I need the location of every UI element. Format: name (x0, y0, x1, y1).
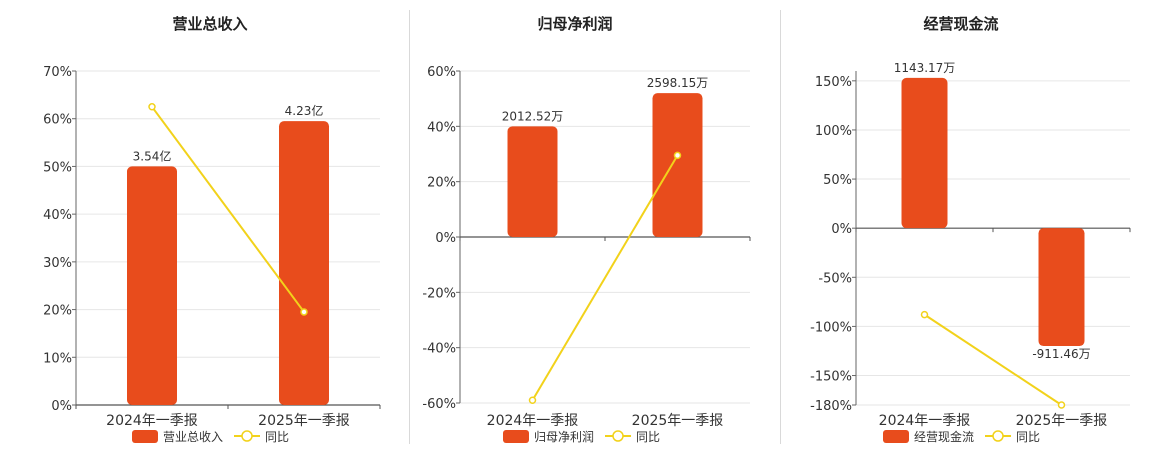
bar-value-label: 2598.15万 (647, 76, 709, 90)
y-tick-label: -100% (810, 320, 852, 335)
chart-net-profit: 归母净利润 -60% -40% -20% 0% 20% 40% 60% 2012.52万 2598… (422, 15, 751, 444)
legend-bar-swatch (503, 430, 529, 443)
divider (780, 10, 781, 444)
y-tick-label: 40% (427, 120, 456, 135)
legend-bar-swatch (883, 430, 909, 443)
x-category-label: 2024年一季报 (879, 413, 971, 429)
y-tick-label: 100% (815, 124, 852, 139)
y-tick-label: -50% (818, 271, 852, 286)
x-category-label: 2025年一季报 (1016, 413, 1108, 429)
yoy-point (1057, 401, 1066, 409)
yoy-point (673, 151, 682, 160)
y-tick-label: 40% (43, 208, 72, 223)
legend-line-label: 同比 (265, 430, 289, 444)
yoy-point (148, 103, 156, 111)
chart-title: 归母净利润 (537, 15, 612, 33)
x-category-label: 2024年一季报 (106, 413, 198, 429)
x-category-label: 2025年一季报 (632, 413, 724, 429)
y-tick-label: -40% (422, 342, 456, 357)
bar-value-label: 2012.52万 (502, 109, 564, 123)
chart-title: 营业总收入 (172, 15, 247, 33)
divider (409, 10, 410, 444)
x-category-label: 2025年一季报 (258, 413, 350, 429)
yoy-line (531, 154, 679, 401)
bar (652, 93, 703, 237)
y-tick-label: 10% (43, 351, 72, 366)
bar (1038, 228, 1085, 347)
bar-value-label: 4.23亿 (285, 103, 324, 118)
legend-line-marker (241, 430, 253, 442)
yoy-point (920, 310, 929, 319)
bar (279, 121, 329, 405)
yoy-point (300, 308, 308, 316)
legend-bar-swatch (132, 430, 158, 443)
y-tick-label: 50% (823, 173, 852, 188)
y-tick-label: 30% (43, 256, 72, 271)
legend-line-label: 同比 (636, 430, 660, 444)
y-tick-label: -180% (810, 399, 852, 414)
chart-revenue: 营业总收入 0% 10% 20% 30% 40% 50% 60% 70% 3.54亿 4.23亿 20… (43, 15, 381, 444)
yoy-line (151, 106, 305, 313)
legend-bar-label: 归母净利润 (534, 430, 594, 444)
bar-value-label: -911.46万 (1032, 347, 1090, 361)
legend-bar-label: 营业总收入 (163, 430, 223, 444)
y-tick-label: -150% (810, 370, 852, 385)
y-tick-label: 60% (43, 113, 72, 128)
yoy-point (528, 396, 537, 404)
bar-value-label: 3.54亿 (133, 148, 172, 163)
y-tick-label: 0% (831, 222, 852, 237)
chart-panel-net-profit: 归母净利润 -60% -40% -20% 0% 20% 40% 60% 2012.52万 2598… (410, 0, 780, 450)
legend-line-marker (992, 430, 1004, 442)
y-tick-label: -60% (422, 397, 456, 412)
chart-panel-cash-flow: 经营现金流 -180% -150% -100% -50% 0% 50% 100% 150% 114… (781, 0, 1160, 450)
bar (127, 166, 177, 405)
chart-cash-flow: 经营现金流 -180% -150% -100% -50% 0% 50% 100% 150% 114… (810, 15, 1131, 444)
y-tick-label: 0% (51, 399, 72, 414)
bar (901, 77, 948, 229)
y-tick-label: 20% (427, 176, 456, 191)
bar (507, 126, 558, 237)
y-tick-label: 70% (43, 65, 72, 80)
y-tick-label: 60% (427, 65, 456, 80)
y-tick-label: -20% (422, 286, 456, 301)
bar-value-label: 1143.17万 (894, 61, 956, 75)
legend-line-marker (612, 430, 624, 442)
chart-panel-revenue: 营业总收入 0% 10% 20% 30% 40% 50% 60% 70% 3.54亿 4.23亿 20… (0, 0, 405, 450)
x-category-label: 2024年一季报 (487, 413, 579, 429)
y-tick-label: 0% (435, 231, 456, 246)
y-tick-label: 20% (43, 304, 72, 319)
legend-bar-label: 经营现金流 (914, 429, 974, 444)
y-tick-label: 150% (815, 75, 852, 90)
legend-line-label: 同比 (1016, 430, 1040, 444)
yoy-line (923, 313, 1063, 406)
chart-title: 经营现金流 (923, 15, 998, 33)
y-tick-label: 50% (43, 160, 72, 175)
